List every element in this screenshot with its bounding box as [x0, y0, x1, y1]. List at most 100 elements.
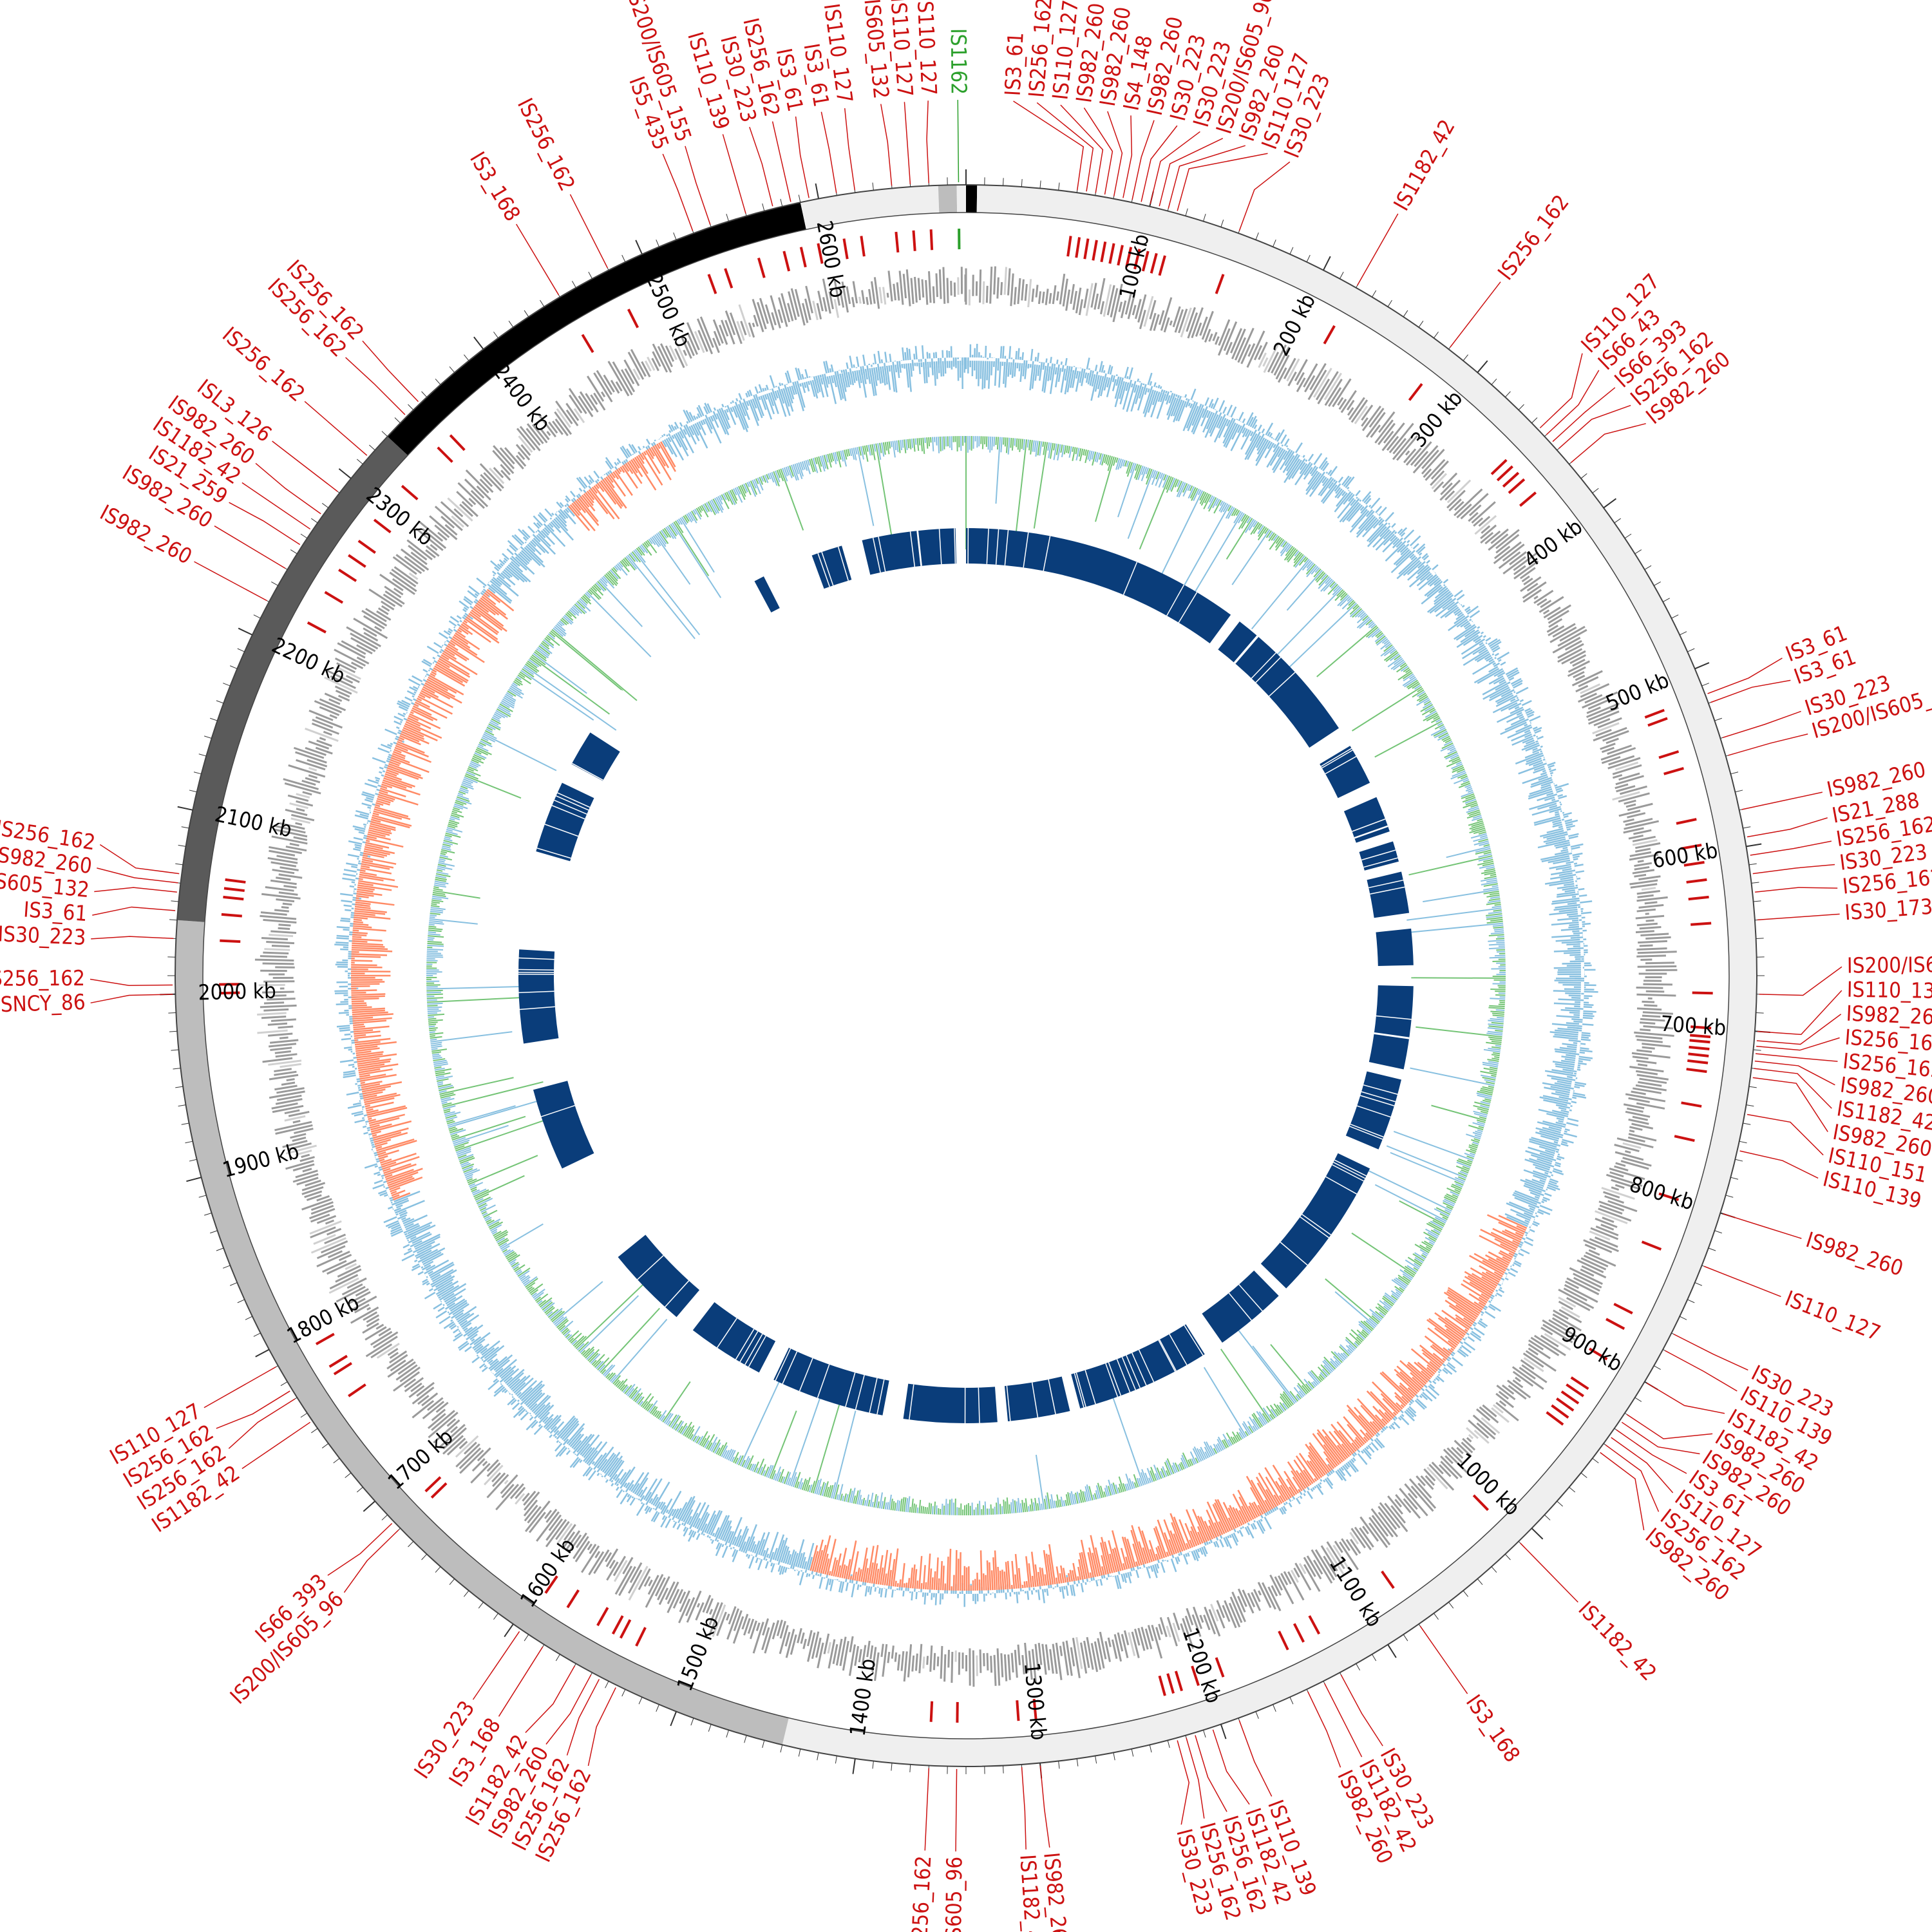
gc-skew-bar	[1488, 666, 1499, 673]
gc-content-bar	[1571, 846, 1580, 850]
gene-feature	[771, 312, 777, 326]
gc-skew-bar	[1393, 549, 1410, 565]
gene-feature	[1498, 551, 1521, 569]
gc-skew-bar	[1164, 394, 1169, 401]
gc-content-bar	[1469, 610, 1481, 618]
gene-feature	[1229, 1596, 1243, 1624]
outer-ring-segment	[956, 185, 966, 213]
gene-feature	[1636, 987, 1663, 989]
is-marker	[1641, 1240, 1662, 1251]
gc-skew-bar	[1520, 1179, 1544, 1189]
gc-skew-bar	[1444, 1317, 1467, 1334]
gc-skew-bar	[554, 1430, 559, 1435]
gene-feature	[935, 273, 939, 298]
gc-content-bar	[1305, 459, 1308, 462]
gene-feature	[1350, 1528, 1366, 1549]
gc-skew-bar	[1481, 1293, 1490, 1300]
gene-feature	[406, 539, 433, 561]
gc-skew-bar	[1399, 1371, 1421, 1391]
gc-content-bar	[482, 585, 486, 589]
gene-feature	[1228, 1602, 1241, 1627]
gc-skew-bar	[1557, 891, 1576, 896]
gc-skew-bar	[1202, 409, 1207, 419]
gc-skew-bar	[779, 1537, 788, 1562]
gc-skew-bar	[1454, 615, 1466, 625]
gene-feature	[305, 1179, 321, 1187]
gene-feature	[1062, 1642, 1070, 1676]
gc-skew-bar	[820, 1535, 831, 1574]
gene-feature	[1645, 919, 1654, 922]
gc-skew-bar	[1291, 1470, 1305, 1490]
gc-skew-bar	[1537, 794, 1555, 802]
gene-feature	[271, 944, 290, 948]
gc-skew-bar	[1299, 1472, 1310, 1487]
gc-skew-bar	[1523, 1184, 1542, 1193]
gc-skew-bar	[1460, 631, 1477, 643]
gene-feature	[1267, 1586, 1282, 1611]
gene-feature	[1237, 1588, 1247, 1607]
gc-content-bar	[1555, 787, 1562, 791]
gc-skew-bar	[1062, 1567, 1067, 1583]
gc-content-bar	[1397, 528, 1403, 535]
gc-skew-bar	[1558, 1120, 1564, 1123]
coverage-bar	[1005, 437, 1009, 453]
gene-feature	[613, 1560, 628, 1582]
gene-feature	[1569, 654, 1587, 665]
gene-feature	[1564, 1283, 1598, 1303]
gc-skew-bar	[1312, 469, 1317, 475]
gene-feature	[376, 1342, 400, 1359]
gc-content-bar	[629, 1497, 636, 1506]
is-marker	[1032, 1698, 1037, 1720]
gene-feature	[1443, 1448, 1469, 1474]
gene-feature	[1017, 278, 1021, 305]
gc-skew-bar	[1567, 947, 1581, 950]
gene-feature	[645, 1574, 664, 1608]
gene-feature	[455, 1435, 479, 1458]
gene-feature	[1440, 1461, 1459, 1479]
gene-feature	[1056, 291, 1059, 301]
gc-content-bar	[1326, 1473, 1330, 1477]
gc-skew-bar	[1417, 563, 1424, 569]
gc-content-bar	[441, 644, 444, 647]
gene-feature	[538, 413, 557, 438]
gene-feature	[1528, 1347, 1539, 1356]
coverage-bar	[1066, 445, 1069, 453]
is-marker	[1066, 236, 1072, 257]
gc-skew-bar	[397, 739, 403, 743]
gc-skew-bar	[1553, 859, 1571, 865]
gene-feature	[427, 1413, 446, 1429]
gene-feature	[802, 1638, 807, 1649]
gene-feature	[262, 962, 294, 965]
gene-feature	[377, 607, 389, 616]
gc-content-bar	[345, 909, 352, 912]
gene-feature	[379, 573, 404, 591]
gene-feature	[1601, 1186, 1635, 1200]
gene-feature	[848, 1644, 856, 1676]
gene-feature	[295, 1150, 312, 1156]
gc-content-bar	[616, 1489, 623, 1499]
gc-content-bar	[1287, 448, 1289, 450]
gc-skew-bar	[997, 1567, 1000, 1590]
gc-content-bar	[891, 1589, 894, 1598]
gc-content-bar	[1362, 1449, 1372, 1460]
is-marker	[1681, 1101, 1702, 1108]
gc-content-bar	[1543, 762, 1548, 766]
gc-skew-bar	[1553, 1036, 1578, 1040]
gene-feature	[674, 339, 688, 366]
gc-content-bar	[556, 511, 558, 513]
gene-feature	[638, 1568, 651, 1591]
gc-content-bar	[1056, 1583, 1059, 1587]
gene-feature	[459, 1449, 484, 1474]
gc-skew-bar	[1532, 1170, 1548, 1177]
gene-feature	[1515, 1376, 1521, 1383]
gc-content-bar	[794, 381, 797, 385]
coverage-bar	[1028, 439, 1031, 451]
gc-content-bar	[1281, 444, 1284, 447]
gc-skew-bar	[929, 1568, 933, 1590]
gc-content-bar	[374, 1171, 381, 1175]
gc-skew-bar	[848, 1540, 857, 1580]
gc-content-bar	[605, 1479, 609, 1483]
gene-feature	[1337, 397, 1344, 406]
gc-content-bar	[1481, 631, 1484, 635]
gc-skew-bar	[358, 878, 363, 880]
